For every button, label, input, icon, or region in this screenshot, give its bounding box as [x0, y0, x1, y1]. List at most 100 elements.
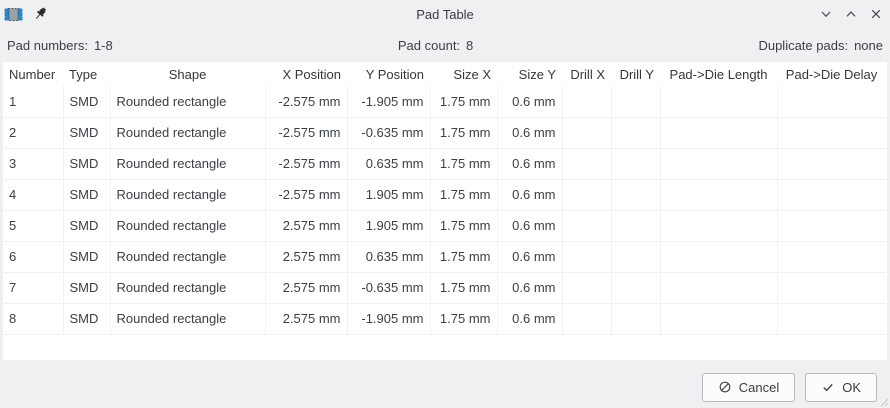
table-cell[interactable]: [611, 86, 661, 118]
table-cell[interactable]: 1.75 mm: [430, 86, 498, 118]
table-cell[interactable]: 0.6 mm: [497, 179, 563, 211]
table-cell[interactable]: 1.905 mm: [347, 210, 431, 242]
table-cell[interactable]: Rounded rectangle: [110, 303, 266, 335]
table-cell[interactable]: [611, 241, 661, 273]
ok-button[interactable]: OK: [805, 372, 877, 402]
table-cell[interactable]: SMD: [63, 303, 111, 335]
table-cell[interactable]: [777, 179, 886, 211]
table-cell[interactable]: 3: [3, 148, 64, 180]
table-cell[interactable]: 0.635 mm: [347, 241, 431, 273]
table-cell[interactable]: Rounded rectangle: [110, 117, 266, 149]
table-cell[interactable]: 1.75 mm: [430, 272, 498, 304]
table-cell[interactable]: [777, 86, 886, 118]
table-cell[interactable]: [611, 303, 661, 335]
table-cell[interactable]: -1.905 mm: [347, 303, 431, 335]
table-cell[interactable]: [777, 272, 886, 304]
table-cell[interactable]: [562, 148, 612, 180]
table-row[interactable]: 5 SMD Rounded rectangle 2.575 mm 1.905 mm 1.7…: [3, 210, 886, 242]
table-cell[interactable]: SMD: [63, 241, 111, 273]
cancel-button[interactable]: Cancel: [701, 372, 796, 402]
table-cell[interactable]: [660, 117, 778, 149]
table-cell[interactable]: Rounded rectangle: [110, 272, 266, 304]
table-cell[interactable]: [562, 241, 612, 273]
table-cell[interactable]: SMD: [63, 117, 111, 149]
close-button[interactable]: [868, 6, 884, 22]
table-cell[interactable]: [660, 86, 778, 118]
table-cell[interactable]: [777, 148, 886, 180]
table-cell[interactable]: Rounded rectangle: [110, 148, 266, 180]
table-cell[interactable]: 2.575 mm: [265, 272, 348, 304]
table-cell[interactable]: Rounded rectangle: [110, 179, 266, 211]
table-cell[interactable]: 2.575 mm: [265, 241, 348, 273]
table-cell[interactable]: 0.6 mm: [497, 117, 563, 149]
pin-icon[interactable]: [33, 6, 49, 22]
table-cell[interactable]: 1.75 mm: [430, 117, 498, 149]
table-cell[interactable]: [660, 241, 778, 273]
table-cell[interactable]: [562, 210, 612, 242]
table-cell[interactable]: 1.75 mm: [430, 148, 498, 180]
table-row[interactable]: 7 SMD Rounded rectangle 2.575 mm -0.635 mm 1.…: [3, 272, 886, 304]
table-cell[interactable]: [562, 272, 612, 304]
table-cell[interactable]: -0.635 mm: [347, 117, 431, 149]
table-row[interactable]: 8 SMD Rounded rectangle 2.575 mm -1.905 mm 1.…: [3, 303, 886, 335]
table-row[interactable]: 2 SMD Rounded rectangle -2.575 mm -0.635 mm 1…: [3, 117, 886, 149]
table-cell[interactable]: [777, 117, 886, 149]
table-row[interactable]: 4 SMD Rounded rectangle -2.575 mm 1.905 mm 1.…: [3, 179, 886, 211]
table-row[interactable]: 1 SMD Rounded rectangle -2.575 mm -1.905 mm 1…: [3, 86, 886, 118]
table-cell[interactable]: 2.575 mm: [265, 210, 348, 242]
table-cell[interactable]: [562, 86, 612, 118]
table-cell[interactable]: 5: [3, 210, 64, 242]
table-cell[interactable]: [660, 303, 778, 335]
table-cell[interactable]: 8: [3, 303, 64, 335]
table-cell[interactable]: [660, 272, 778, 304]
table-cell[interactable]: SMD: [63, 86, 111, 118]
table-cell[interactable]: 0.6 mm: [497, 86, 563, 118]
table-cell[interactable]: [562, 179, 612, 211]
table-cell[interactable]: 7: [3, 272, 64, 304]
shade-button[interactable]: [818, 6, 834, 22]
table-cell[interactable]: [611, 179, 661, 211]
table-cell[interactable]: 0.6 mm: [497, 272, 563, 304]
table-row[interactable]: 3 SMD Rounded rectangle -2.575 mm 0.635 mm 1.…: [3, 148, 886, 180]
table-cell[interactable]: [777, 241, 886, 273]
table-cell[interactable]: [611, 117, 661, 149]
table-cell[interactable]: 0.6 mm: [497, 210, 563, 242]
table-cell[interactable]: Rounded rectangle: [110, 210, 266, 242]
table-cell[interactable]: 1.75 mm: [430, 179, 498, 211]
table-cell[interactable]: SMD: [63, 179, 111, 211]
table-cell[interactable]: 6: [3, 241, 64, 273]
table-cell[interactable]: SMD: [63, 210, 111, 242]
table-cell[interactable]: 1.75 mm: [430, 210, 498, 242]
table-cell[interactable]: [777, 303, 886, 335]
table-cell[interactable]: [660, 148, 778, 180]
table-row[interactable]: 6 SMD Rounded rectangle 2.575 mm 0.635 mm 1.7…: [3, 241, 886, 273]
table-cell[interactable]: -0.635 mm: [347, 272, 431, 304]
table-cell[interactable]: [660, 179, 778, 211]
table-cell[interactable]: 2.575 mm: [265, 303, 348, 335]
table-cell[interactable]: 0.6 mm: [497, 303, 563, 335]
resize-grip-icon[interactable]: [878, 396, 889, 407]
table-cell[interactable]: [562, 303, 612, 335]
table-cell[interactable]: Rounded rectangle: [110, 86, 266, 118]
table-cell[interactable]: [660, 210, 778, 242]
table-cell[interactable]: 1: [3, 86, 64, 118]
table-cell[interactable]: [777, 210, 886, 242]
table-cell[interactable]: -1.905 mm: [347, 86, 431, 118]
table-cell[interactable]: Rounded rectangle: [110, 241, 266, 273]
table-cell[interactable]: [562, 117, 612, 149]
table-cell[interactable]: [611, 148, 661, 180]
table-cell[interactable]: [611, 272, 661, 304]
table-cell[interactable]: SMD: [63, 272, 111, 304]
table-cell[interactable]: -2.575 mm: [265, 179, 348, 211]
table-cell[interactable]: 0.6 mm: [497, 241, 563, 273]
table-cell[interactable]: 0.635 mm: [347, 148, 431, 180]
table-cell[interactable]: 0.6 mm: [497, 148, 563, 180]
table-cell[interactable]: 4: [3, 179, 64, 211]
table-cell[interactable]: -2.575 mm: [265, 86, 348, 118]
table-cell[interactable]: 1.905 mm: [347, 179, 431, 211]
table-cell[interactable]: -2.575 mm: [265, 117, 348, 149]
table-cell[interactable]: 1.75 mm: [430, 303, 498, 335]
maximize-button[interactable]: [843, 6, 859, 22]
table-cell[interactable]: -2.575 mm: [265, 148, 348, 180]
table-cell[interactable]: 2: [3, 117, 64, 149]
